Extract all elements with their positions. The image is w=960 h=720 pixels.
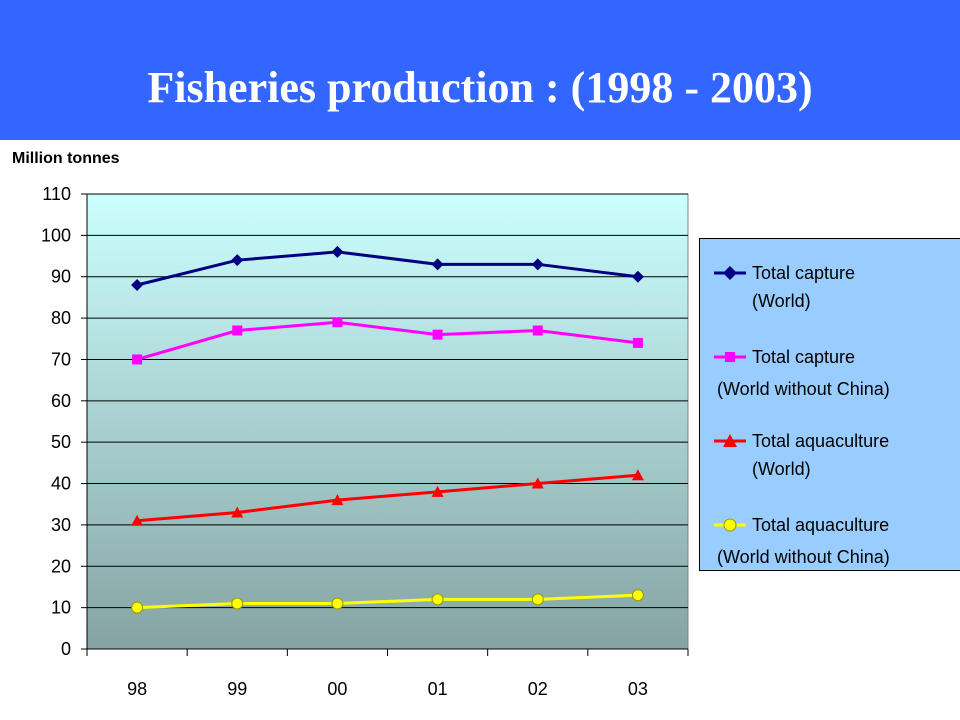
legend-swatch-square xyxy=(714,352,746,362)
data-point xyxy=(531,258,544,271)
data-point xyxy=(431,258,444,271)
y-tick-label: 10 xyxy=(51,598,71,618)
data-point xyxy=(432,329,443,340)
legend-label: (World without China) xyxy=(717,379,890,399)
y-tick-label: 30 xyxy=(51,515,71,535)
legend-label: (World without China) xyxy=(717,547,890,567)
data-point xyxy=(631,469,644,481)
data-point xyxy=(131,279,144,291)
data-point xyxy=(231,254,244,267)
x-tick-label: 03 xyxy=(628,679,648,699)
y-axis-label: Million tonnes xyxy=(12,150,120,167)
data-point xyxy=(331,494,344,506)
legend-label: (World) xyxy=(752,291,811,311)
data-point xyxy=(331,597,344,610)
legend-swatch-triangle xyxy=(714,434,746,447)
data-point xyxy=(631,589,644,602)
y-tick-label: 20 xyxy=(51,556,71,576)
data-point xyxy=(431,593,444,606)
legend-label: Total aquaculture xyxy=(752,431,890,451)
data-point xyxy=(131,601,144,614)
y-tick-label: 80 xyxy=(51,308,71,328)
data-point xyxy=(531,593,544,606)
legend-label: Total capture xyxy=(752,347,856,367)
y-tick-label: 100 xyxy=(41,225,71,245)
x-tick-label: 99 xyxy=(227,679,247,699)
title-banner: Fisheries production : (1998 - 2003) xyxy=(0,0,960,140)
data-point xyxy=(332,317,343,328)
data-point xyxy=(132,354,143,365)
x-tick-label: 98 xyxy=(127,679,147,699)
data-point xyxy=(231,597,244,610)
x-tick-label: 02 xyxy=(528,679,548,699)
data-point xyxy=(632,337,643,348)
legend: Total capture (World) Total capture (Wor… xyxy=(699,238,960,571)
data-point xyxy=(231,506,244,518)
x-tick-label: 00 xyxy=(327,679,347,699)
data-point xyxy=(631,270,644,283)
legend-swatch-circle xyxy=(714,518,746,532)
plot-area xyxy=(86,193,689,650)
page-title: Fisheries production : (1998 - 2003) xyxy=(147,63,813,112)
legend-label: (World) xyxy=(752,459,811,479)
series-line-1 xyxy=(136,320,639,361)
x-tick-label: 01 xyxy=(428,679,448,699)
legend-swatch-diamond xyxy=(714,266,746,280)
data-point xyxy=(531,477,544,489)
data-point xyxy=(532,325,543,336)
data-point xyxy=(431,485,444,497)
y-tick-label: 0 xyxy=(61,639,71,659)
y-tick-label: 40 xyxy=(51,474,71,494)
legend-label: Total aquaculture xyxy=(752,515,890,535)
series-line-0 xyxy=(136,250,639,287)
legend-label: Total capture xyxy=(752,263,856,283)
data-point xyxy=(131,514,144,526)
y-tick-label: 70 xyxy=(51,349,71,369)
y-tick-label: 60 xyxy=(51,391,71,411)
data-point xyxy=(331,245,344,258)
data-point xyxy=(232,325,243,336)
series-line-2 xyxy=(136,473,639,523)
y-tick-label: 110 xyxy=(42,184,71,204)
y-tick-label: 50 xyxy=(51,432,71,452)
y-tick-label: 90 xyxy=(51,267,71,287)
series-line-3 xyxy=(137,593,638,610)
